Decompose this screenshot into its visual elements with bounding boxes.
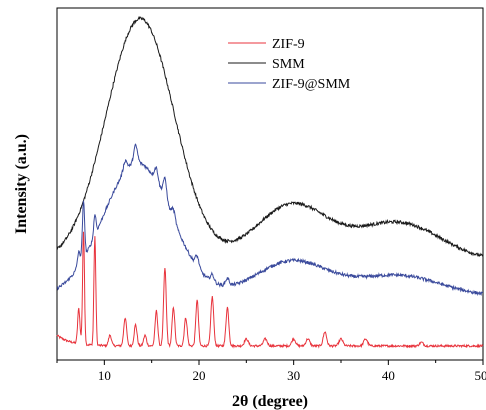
series-line-smm xyxy=(56,15,484,258)
x-tick-label-50: 50 xyxy=(475,368,486,383)
series-layer xyxy=(56,15,484,349)
series-line-zif-9-smm xyxy=(56,143,484,296)
x-tick-label-30: 30 xyxy=(287,368,300,383)
legend-label-2: ZIF-9@SMM xyxy=(272,77,351,92)
x-tick-label-10: 10 xyxy=(98,368,111,383)
x-tick-label-40: 40 xyxy=(382,368,395,383)
legend: ZIF-9 SMM ZIF-9@SMM xyxy=(228,37,351,92)
series-line-zif-9 xyxy=(56,231,484,349)
plot-frame xyxy=(56,7,484,361)
legend-label-1: SMM xyxy=(272,57,305,72)
ticks-layer: 10 20 30 40 50 xyxy=(56,360,486,383)
legend-label-0: ZIF-9 xyxy=(272,37,305,52)
x-axis-title: 2θ (degree) xyxy=(232,393,308,410)
x-tick-label-20: 20 xyxy=(193,368,206,383)
y-axis-title: Intensity (a.u.) xyxy=(13,134,30,234)
